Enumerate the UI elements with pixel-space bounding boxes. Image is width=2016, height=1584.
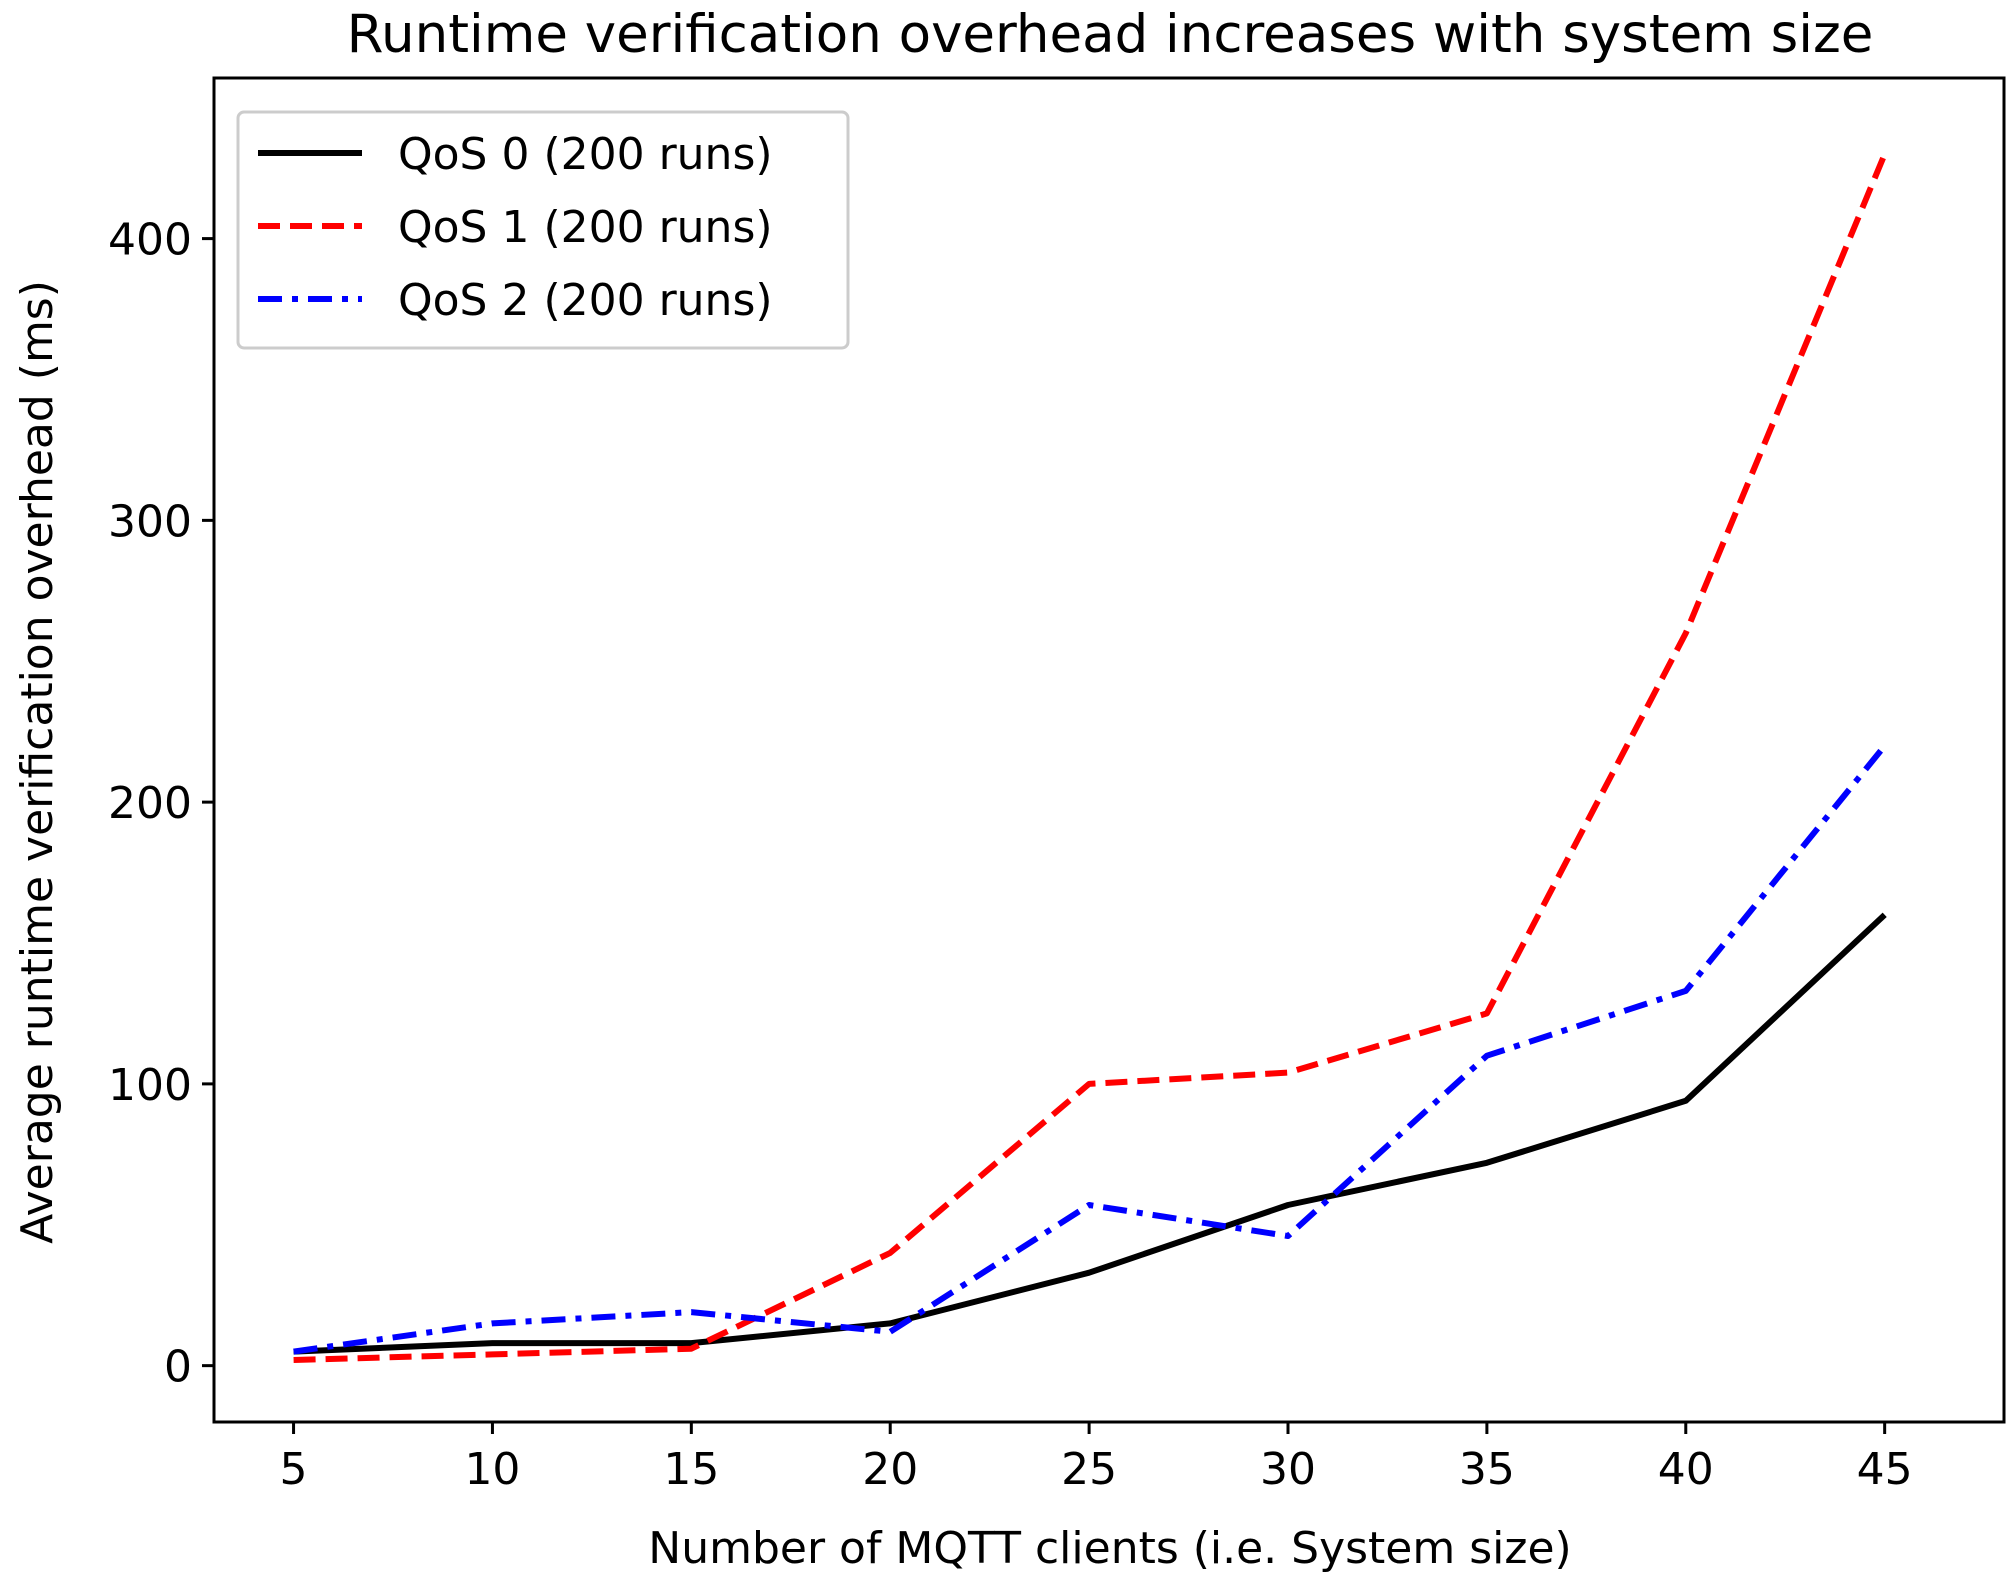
x-tick-label: 25 — [1061, 1444, 1117, 1495]
plot-frame — [212, 76, 2006, 1424]
chart-title: Runtime verification overhead increases … — [347, 4, 1874, 65]
legend-label-1: QoS 1 (200 runs) — [398, 202, 773, 253]
x-axis: 5 10 15 20 25 30 35 40 45 — [280, 1422, 1913, 1495]
x-tick-label: 40 — [1658, 1444, 1714, 1495]
series-line-0 — [293, 912, 1887, 1355]
x-tick-label: 30 — [1260, 1444, 1316, 1495]
x-axis-label: Number of MQTT clients (i.e. System size… — [648, 1523, 1571, 1574]
x-tick-label: 20 — [862, 1444, 918, 1495]
plot-area — [212, 76, 2006, 1424]
series-line-1 — [293, 152, 1888, 1363]
legend: QoS 0 (200 runs) QoS 1 (200 runs) QoS 2 (2… — [236, 110, 850, 350]
x-tick-label: 35 — [1459, 1444, 1515, 1495]
x-tick-label: 15 — [663, 1444, 719, 1495]
y-tick-label: 100 — [108, 1060, 192, 1111]
series-layer — [293, 152, 1888, 1363]
legend-box — [236, 110, 850, 350]
series-line-2 — [293, 743, 1888, 1355]
legend-label-2: QoS 2 (200 runs) — [398, 275, 773, 326]
x-tick-label: 10 — [464, 1444, 520, 1495]
x-tick-label: 45 — [1857, 1444, 1913, 1495]
y-tick-label: 400 — [108, 215, 192, 266]
legend-label-0: QoS 0 (200 runs) — [398, 129, 773, 180]
y-tick-label: 0 — [164, 1342, 192, 1393]
y-axis-label: Average runtime verification overhead (m… — [12, 280, 63, 1244]
y-tick-label: 200 — [108, 778, 192, 829]
y-axis: 0 100 200 300 400 — [108, 215, 214, 1393]
x-tick-label: 5 — [280, 1444, 308, 1495]
y-tick-label: 300 — [108, 496, 192, 547]
